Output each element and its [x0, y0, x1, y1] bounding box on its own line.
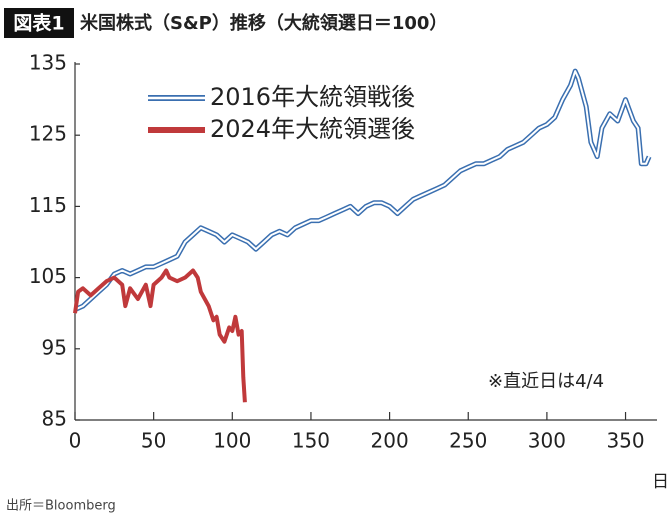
x-tick-label: 300	[528, 429, 566, 453]
y-tick-label: 105	[29, 264, 67, 288]
source: 出所＝Bloomberg	[6, 499, 116, 514]
x-tick-label: 150	[292, 429, 330, 453]
y-tick-label: 135	[29, 51, 67, 75]
legend-label: 2024年大統領選後	[210, 115, 415, 143]
y-tick-label: 125	[29, 122, 67, 146]
y-tick-label: 115	[29, 193, 67, 217]
x-tick-label: 50	[141, 429, 166, 453]
x-tick-label: 250	[449, 429, 487, 453]
x-tick-label: 0	[69, 429, 82, 453]
x-tick-label: 100	[213, 429, 251, 453]
line-inner	[74, 70, 651, 311]
x-tick-label: 350	[606, 429, 644, 453]
annotation: ※直近日は4/4	[488, 371, 604, 392]
x-tick-label: 200	[371, 429, 409, 453]
badge-box	[4, 8, 74, 38]
y-tick-label: 95	[42, 335, 67, 359]
legend-label: 2016年大統領戦後	[210, 83, 415, 111]
badge: 図表1	[13, 12, 64, 35]
line	[73, 268, 247, 403]
chart-title: 米国株式（S&P）推移（大統領選日＝100）	[80, 12, 447, 34]
y-tick-label: 85	[42, 407, 67, 431]
x-axis-label: 日	[652, 472, 669, 492]
